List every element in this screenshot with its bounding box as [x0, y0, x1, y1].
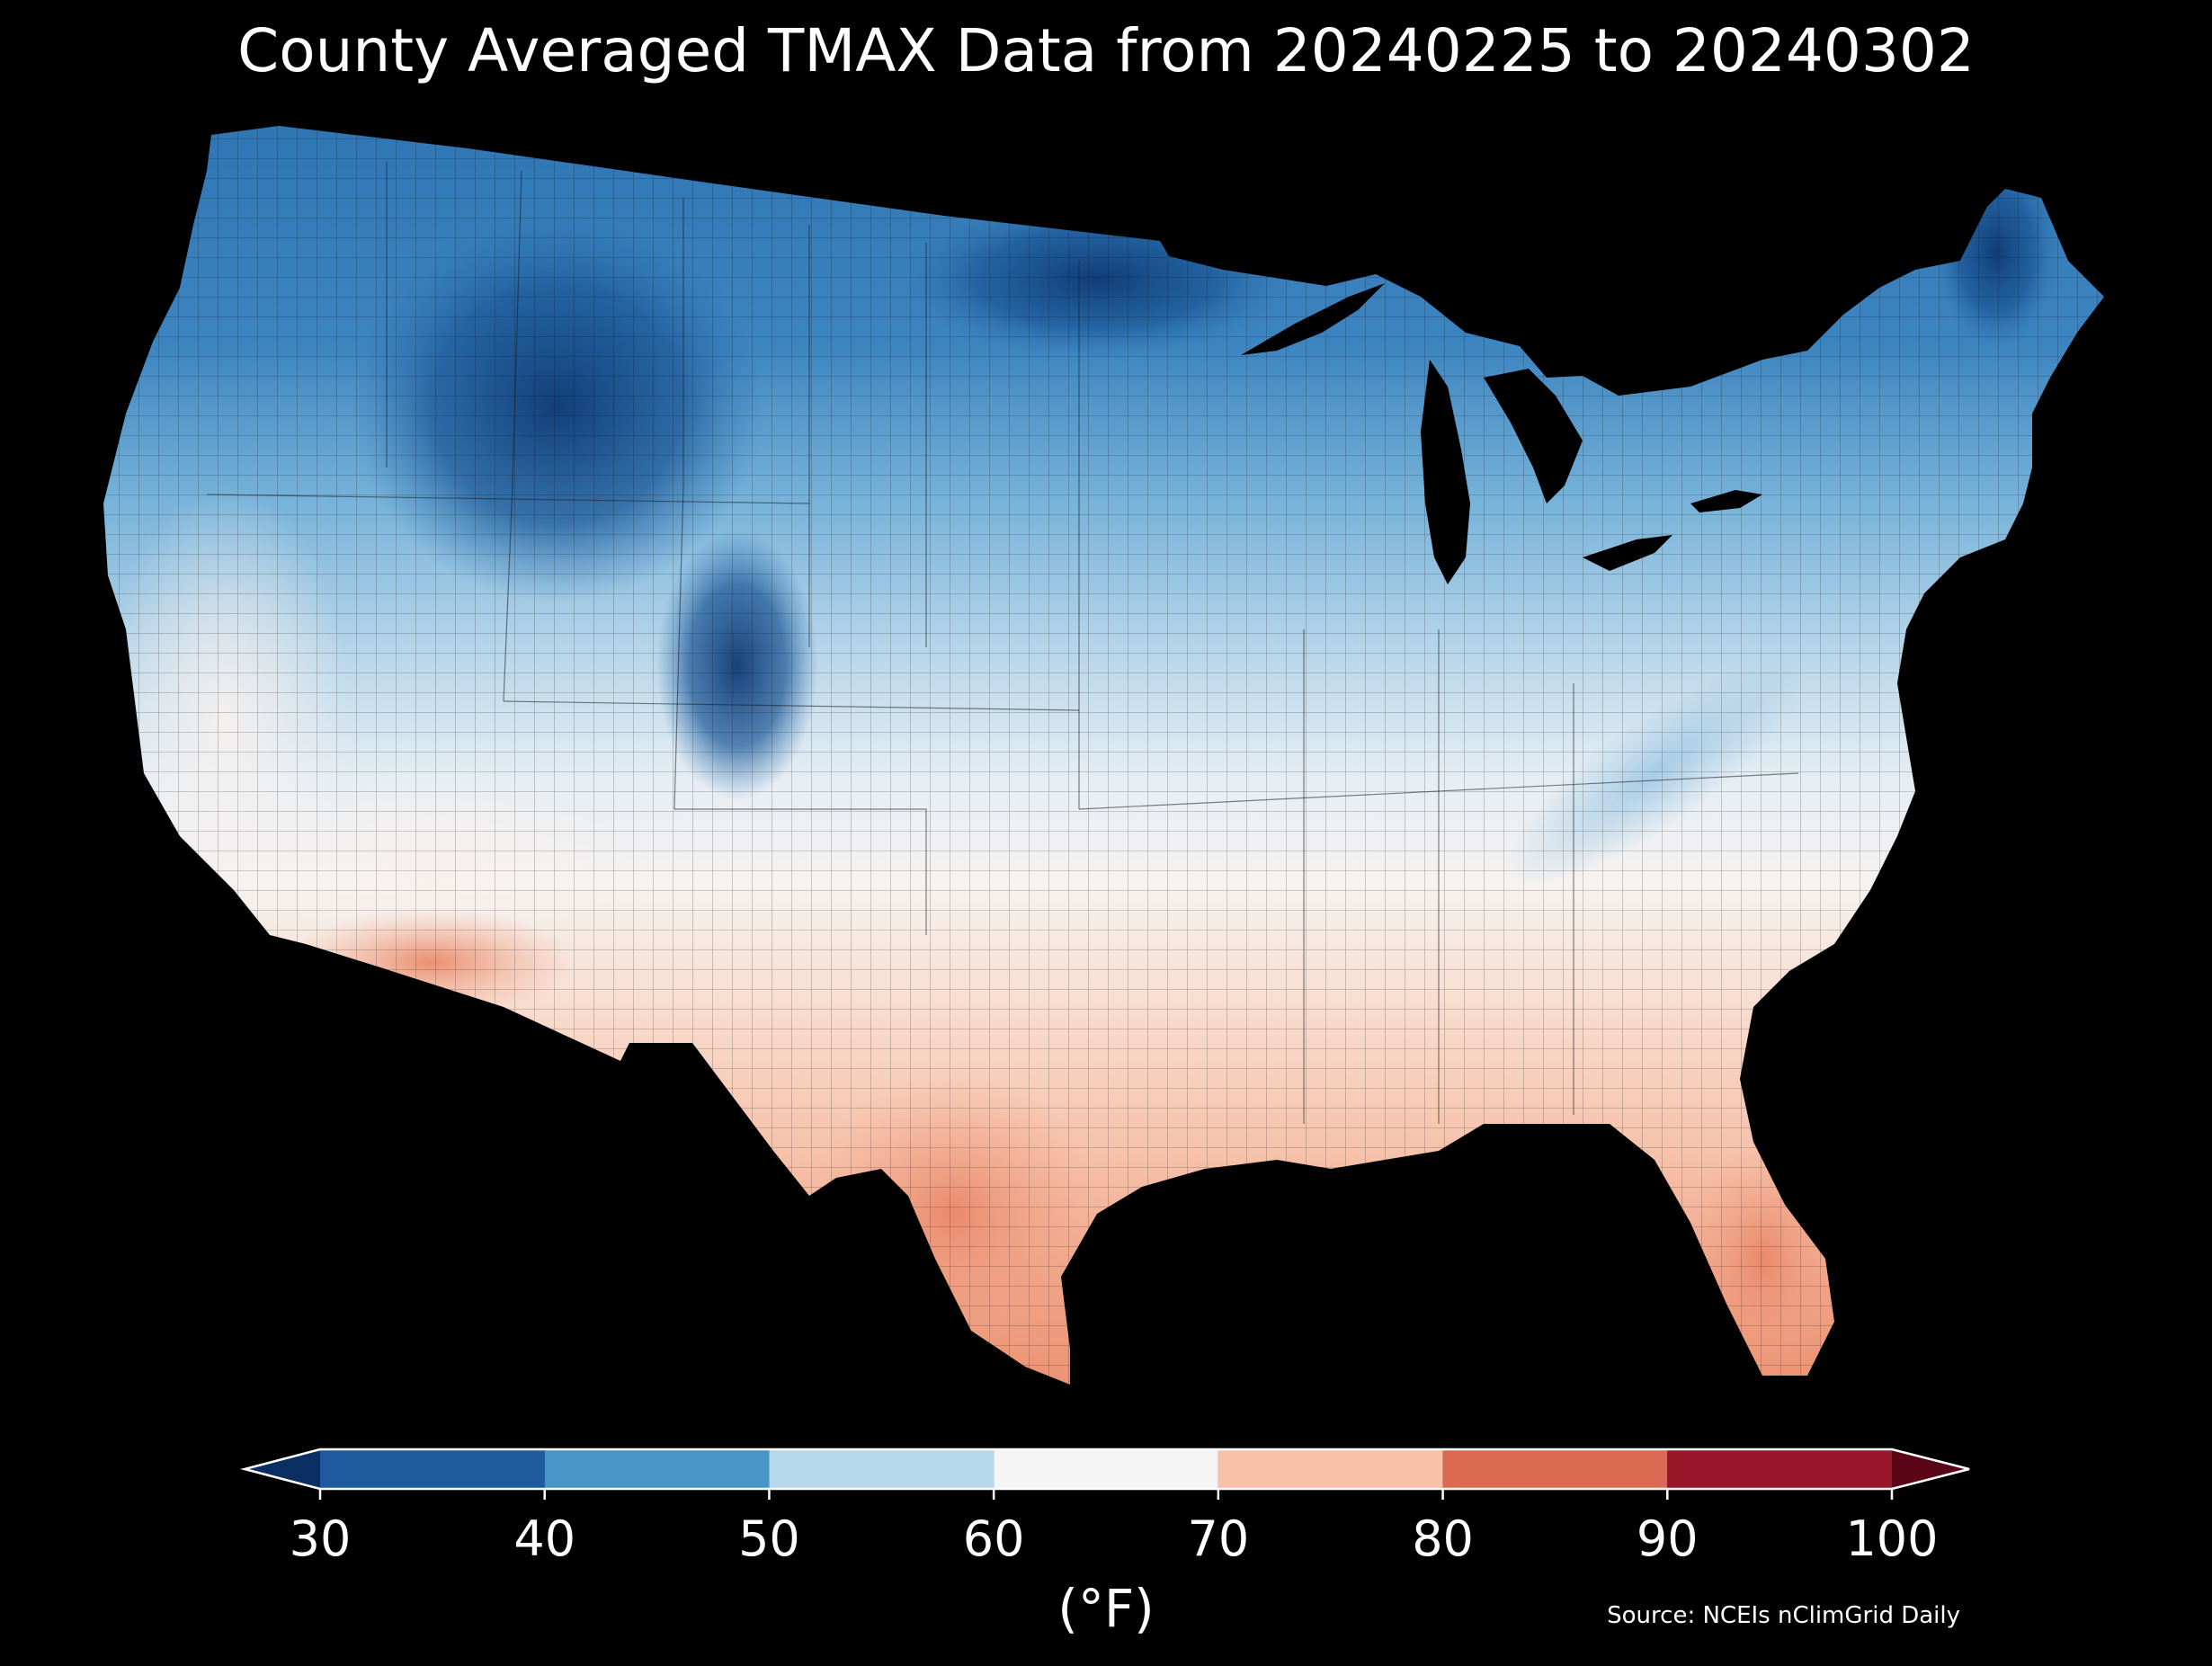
colorbar-tick-label-100: 100 [1845, 1510, 1939, 1567]
colorbar-bin-50-60 [769, 1449, 995, 1489]
lake-superior [1241, 283, 1385, 355]
colorbar-bin-80-90 [1442, 1449, 1668, 1489]
source-credit: Source: NCEIs nClimGrid Daily [1607, 1602, 1960, 1629]
great-lakes [1241, 283, 1762, 584]
colorbar-tick-label-70: 70 [1187, 1510, 1250, 1567]
colorbar-extend-under [245, 1449, 320, 1489]
colorbar-extend-over [1892, 1449, 1969, 1489]
state-lines [206, 162, 1799, 1124]
colorbar-bin-70-80 [1217, 1449, 1443, 1489]
map-title: County Averaged TMAX Data from 20240225 … [237, 16, 1975, 85]
colorbar-tick-label-60: 60 [962, 1510, 1025, 1567]
lake-michigan [1421, 360, 1470, 584]
lake-huron [1484, 369, 1583, 503]
colorbar-tick-label-50: 50 [738, 1510, 800, 1567]
lake-erie [1583, 535, 1672, 571]
colorbar-bin-90-100 [1667, 1449, 1892, 1489]
colorbar-bin-60-70 [994, 1449, 1218, 1489]
colorbar-bin-40-50 [544, 1449, 770, 1489]
colorbar-bins [320, 1449, 1892, 1489]
lake-ontario [1690, 490, 1762, 512]
colorbar-tick-marks [318, 1489, 1894, 1500]
colorbar-tick-label-80: 80 [1412, 1510, 1474, 1567]
colorbar-tick-label-40: 40 [513, 1510, 576, 1567]
colorbar-bin-30-40 [320, 1449, 545, 1489]
colorbar-tick-label-90: 90 [1636, 1510, 1699, 1567]
colorbar-unit-label: (°F) [1057, 1578, 1155, 1639]
colorbar-tick-label-30: 30 [289, 1510, 352, 1567]
